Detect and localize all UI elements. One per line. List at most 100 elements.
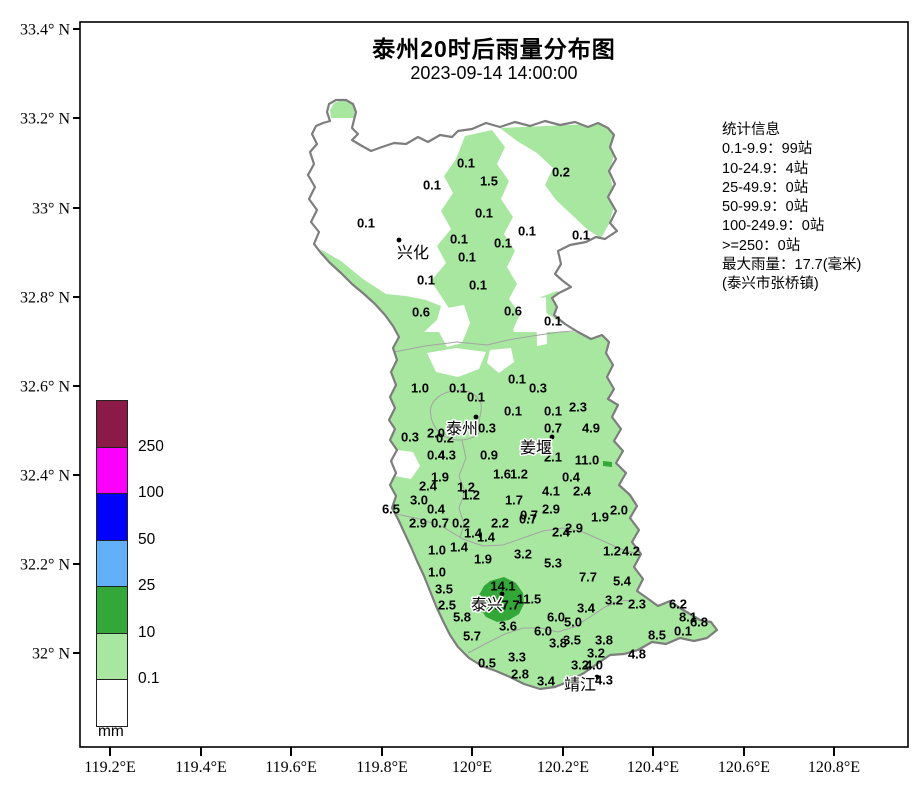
station-value: 7.7: [579, 570, 597, 585]
station-value: 4.2: [622, 544, 640, 559]
station-value: 0.4: [427, 448, 446, 463]
station-value: 1.0: [428, 543, 446, 558]
station-value: 2.3: [628, 597, 646, 612]
lat-axis: 33.4° N 33.2° N 33° N 32.8° N 32.6° N 32.4° N…: [20, 22, 80, 663]
station-values: 0.10.1 1.50.20.10.10.1 0.10.1 0.10.10.1 0.10…: [357, 156, 708, 689]
station-value: 3.5: [563, 633, 581, 648]
station-value: 0.2: [452, 516, 470, 531]
station-value: 0.1: [508, 372, 526, 387]
colorbar-segment: [97, 633, 127, 680]
colorbar-label: 25: [138, 577, 156, 594]
station-value: 8: [480, 597, 487, 612]
station-value: 0.1: [572, 228, 590, 243]
station-value: 1.6: [493, 467, 511, 482]
station-value: 1.4: [464, 526, 483, 541]
lat-tick-label: 32.4° N: [20, 468, 70, 485]
city-label: 姜堰: [520, 439, 552, 457]
no-rain-patch: [487, 348, 514, 373]
station-value: 0.5: [478, 656, 496, 671]
station-value: 0.1: [494, 236, 512, 251]
colorbar-label: 0.1: [138, 670, 160, 687]
station-value: 2.0: [610, 503, 628, 518]
station-value: 0.1: [469, 278, 487, 293]
station-value: 2.4: [552, 525, 571, 540]
station-value: 0.7: [431, 516, 449, 531]
colorbar-unit: mm: [98, 723, 124, 740]
region-outline: [306, 98, 719, 691]
stats-line: >=250：0站: [722, 237, 801, 254]
station-value: 0.2: [552, 165, 570, 180]
stats-line: 10-24.9：4站: [722, 160, 809, 177]
colorbar-segment: [97, 494, 127, 541]
station-value: 3.4: [537, 674, 556, 689]
station-value: 0.3: [401, 430, 419, 445]
city-dot: [594, 674, 600, 680]
station-value: 2.2: [491, 516, 509, 531]
station-value: 0.1: [449, 381, 467, 396]
lat-tick-label: 32.6° N: [20, 379, 70, 396]
station-value: 2.9: [542, 502, 560, 517]
station-value: 6.2: [669, 597, 687, 612]
colorbar-label: 100: [138, 484, 164, 501]
station-value: 3.2: [587, 646, 605, 661]
station-value: 0.1: [544, 314, 562, 329]
lon-tick-label: 119.6°E: [265, 759, 317, 776]
lat-tick-label: 33.4° N: [20, 22, 70, 39]
city-dot: [549, 434, 555, 440]
station-value: 4.3: [438, 448, 456, 463]
station-value: 1.9: [591, 510, 609, 525]
station-value: 2.9: [409, 516, 427, 531]
stats-panel: 统计信息 0.1-9.9：99站 10-24.9：4站 25-49.9：0站 50-99…: [722, 121, 861, 295]
city-label: 泰州: [446, 420, 478, 438]
station-value: 2.9: [565, 521, 583, 536]
station-value: 0.6: [412, 305, 430, 320]
station-value: 1.2: [462, 488, 480, 503]
station-value: 11.0: [575, 453, 600, 468]
colorbar-segment: [97, 680, 127, 726]
lon-tick-label: 119.2°E: [84, 759, 136, 776]
station-value: 8.1: [679, 610, 697, 625]
stats-line: 最大雨量：17.7(毫米): [722, 257, 862, 274]
station-value: 0.4: [562, 470, 581, 485]
lon-tick-label: 119.4°E: [175, 759, 227, 776]
station-value: 0.1: [518, 224, 536, 239]
station-value: 5.7: [463, 629, 481, 644]
lat-tick-label: 32° N: [32, 646, 70, 663]
station-value: 8.5: [648, 628, 666, 643]
station-value: 1.2: [510, 467, 528, 482]
station-value: 0.6: [504, 304, 522, 319]
stats-line: 0.1-9.9：99站: [722, 141, 813, 158]
station-value: 6.5: [382, 502, 400, 517]
station-value: 0.4: [427, 502, 446, 517]
station-value: 3.8: [549, 636, 567, 651]
station-value: 3.6: [499, 619, 517, 634]
station-value: 0.7: [544, 421, 562, 436]
county-boundary: [395, 513, 638, 555]
stats-line: 统计信息: [722, 122, 780, 138]
colorbar-segment: [97, 540, 127, 587]
lat-tick-label: 32.2° N: [20, 557, 70, 574]
station-value: 2.5: [438, 598, 456, 613]
station-value: 3.2: [571, 658, 589, 673]
station-value: 11.5: [517, 592, 542, 607]
station-value: 1.0: [411, 381, 429, 396]
city-label: 泰兴: [471, 596, 503, 614]
no-rain-patch: [427, 348, 486, 377]
station-value: 1.9: [474, 552, 492, 567]
county-boundary: [467, 599, 636, 654]
station-value: 1.5: [480, 174, 498, 189]
station-value: 1.2: [603, 544, 621, 559]
station-value: 6.0: [547, 610, 565, 625]
city-label: 靖江: [564, 676, 596, 694]
city-dot: [499, 591, 505, 597]
colorbar-segment: [97, 447, 127, 494]
plot-frame: [79, 21, 909, 748]
no-rain-patch: [437, 305, 470, 347]
station-value: 1.4: [477, 530, 496, 545]
stats-line: 25-49.9：0站: [722, 179, 809, 196]
station-value: 14.1: [490, 579, 515, 594]
station-value: 6.0: [534, 624, 552, 639]
station-value: 2.3: [569, 400, 587, 415]
